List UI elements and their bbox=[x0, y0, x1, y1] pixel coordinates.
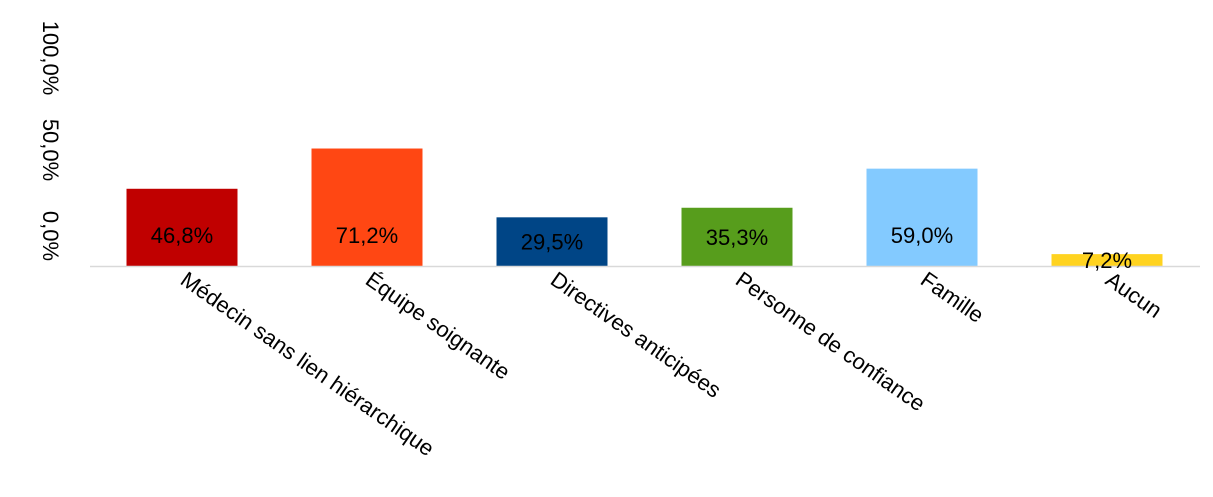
category-label: Personne de confiance bbox=[731, 267, 930, 417]
bar bbox=[681, 207, 793, 266]
category-label: Aucun bbox=[1101, 267, 1166, 323]
y-tick-label: 50,0% bbox=[38, 119, 63, 181]
data-label: 7,2% bbox=[1082, 248, 1132, 273]
y-tick-label: 0,0% bbox=[38, 211, 63, 261]
data-label: 46,8% bbox=[151, 223, 213, 248]
data-label: 35,3% bbox=[706, 225, 768, 250]
category-label: Équipe soignante bbox=[361, 267, 515, 385]
y-tick-label: 100,0% bbox=[38, 21, 63, 96]
data-label: 59,0% bbox=[891, 223, 953, 248]
bars bbox=[126, 148, 1163, 266]
bar bbox=[311, 148, 423, 266]
data-label: 29,5% bbox=[521, 230, 583, 255]
category-label: Famille bbox=[916, 267, 988, 328]
bar bbox=[1051, 254, 1163, 266]
data-label: 71,2% bbox=[336, 223, 398, 248]
bar bbox=[866, 168, 978, 266]
bar bbox=[126, 188, 238, 266]
category-label: Directives anticipées bbox=[546, 267, 726, 403]
data-labels: 46,8% 71,2% 29,5% 35,3% 59,0% 7,2% bbox=[151, 223, 1132, 273]
bar bbox=[496, 217, 608, 266]
y-axis-tick-labels: 0,0% 50,0% 100,0% bbox=[38, 21, 63, 261]
